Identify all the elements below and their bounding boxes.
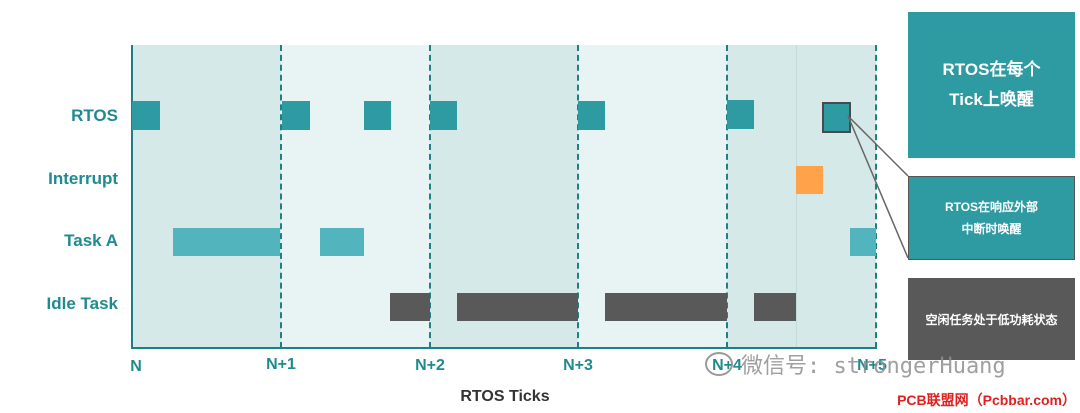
row-label-idle-task: Idle Task: [46, 294, 119, 313]
tick-label: N: [130, 358, 142, 375]
idle-task-block: [390, 293, 430, 321]
site-watermark: PCB联盟网（Pcbbar.com）: [897, 392, 1076, 408]
rtos-run-block: [282, 101, 310, 130]
tick-band-5: [727, 45, 876, 348]
tick-label: N+3: [563, 357, 593, 374]
wechat-watermark: 微信号: strongerHuang: [705, 348, 1006, 380]
row-label-task-a: Task A: [64, 231, 118, 250]
tick-line-n: [131, 45, 133, 348]
callout-idle-low-power: 空闲任务处于低功耗状态: [908, 278, 1075, 360]
callout-idle-low-power-text: 空闲任务处于低功耗状态: [925, 312, 1058, 327]
callout-interrupt-wakeup: RTOS在响应外部 中断时唤醒: [908, 176, 1075, 260]
interrupt-marker-line: [796, 45, 797, 348]
tick-line-n3: [577, 45, 579, 348]
tick-line-n4: [726, 45, 728, 348]
tick-line-n5: [875, 45, 877, 348]
callout-interrupt-wakeup-line1: RTOS在响应外部: [944, 200, 1039, 214]
row-label-rtos: RTOS: [71, 106, 118, 125]
interrupt-block: [796, 166, 823, 194]
idle-task-block: [605, 293, 727, 321]
task-a-block: [850, 228, 876, 256]
idle-task-block: [457, 293, 578, 321]
tick-line-n2: [429, 45, 431, 348]
callout-tick-wakeup-line2: Tick上唤醒: [949, 90, 1034, 109]
tick-label: N+2: [415, 357, 445, 374]
rtos-run-block: [430, 101, 457, 130]
x-axis-title: RTOS Ticks: [460, 388, 550, 405]
wechat-id-text: 微信号: strongerHuang: [741, 354, 1006, 379]
wechat-icon: [705, 352, 733, 376]
rtos-run-block: [727, 100, 754, 129]
tick-line-n1: [280, 45, 282, 348]
callout-tick-wakeup: RTOS在每个 Tick上唤醒: [908, 12, 1075, 158]
rtos-run-block: [364, 101, 391, 130]
x-axis: [131, 347, 877, 349]
idle-task-block: [754, 293, 796, 321]
tick-label: N+5: [857, 357, 887, 374]
tick-label: N+1: [266, 356, 296, 373]
rtos-run-block: [578, 101, 605, 130]
rtos-run-block: [132, 101, 160, 130]
task-a-block: [320, 228, 364, 256]
task-a-block: [173, 228, 280, 256]
callout-tick-wakeup-line1: RTOS在每个: [942, 60, 1041, 79]
callout-interrupt-wakeup-line2: 中断时唤醒: [961, 222, 1022, 236]
row-label-interrupt: Interrupt: [48, 169, 118, 188]
tick-band-1: [132, 45, 281, 348]
